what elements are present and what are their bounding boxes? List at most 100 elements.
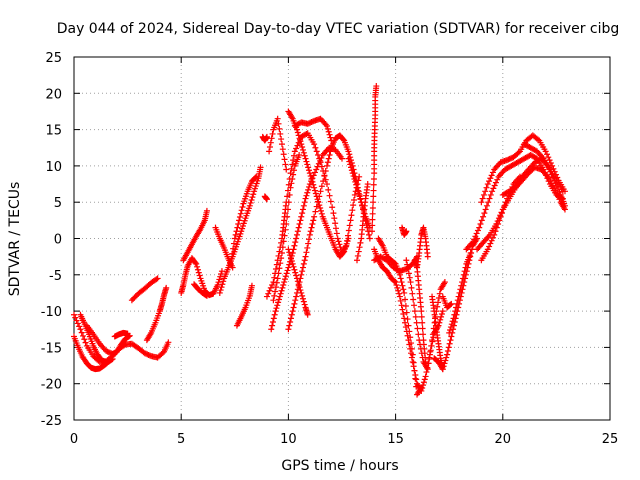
data-point <box>400 286 407 293</box>
data-point <box>405 322 412 329</box>
data-point <box>334 235 341 242</box>
data-point <box>447 337 454 344</box>
data-point <box>402 303 409 310</box>
data-point <box>251 188 258 195</box>
data-point <box>413 383 420 390</box>
data-point <box>402 296 409 303</box>
series-arc-ap <box>499 164 568 213</box>
data-point <box>311 187 318 194</box>
data-point <box>352 178 359 185</box>
data-point <box>194 263 201 270</box>
data-point <box>194 266 201 273</box>
data-point <box>413 376 420 383</box>
data-point <box>480 213 487 220</box>
data-point <box>490 185 497 192</box>
data-point <box>424 366 431 373</box>
data-point <box>472 233 479 240</box>
data-point <box>290 304 297 311</box>
data-point <box>285 326 292 333</box>
data-point <box>397 297 404 304</box>
data-point <box>357 239 364 246</box>
data-point <box>476 224 483 231</box>
data-point <box>326 152 333 159</box>
data-point <box>231 235 238 242</box>
data-point <box>281 156 288 163</box>
data-point <box>291 242 298 249</box>
data-point <box>314 198 321 205</box>
data-point <box>407 334 414 341</box>
data-point <box>494 176 501 183</box>
data-point <box>228 255 235 262</box>
series-arc-b <box>71 333 116 373</box>
data-point <box>315 160 322 167</box>
data-point <box>263 293 270 300</box>
data-point <box>288 258 295 265</box>
data-point <box>491 231 498 238</box>
data-point <box>299 268 306 275</box>
data-point <box>253 173 260 180</box>
series-arc-f <box>128 275 161 304</box>
data-point <box>282 273 289 280</box>
data-point <box>425 360 432 367</box>
data-point <box>373 83 380 90</box>
data-point <box>408 345 415 352</box>
data-point <box>109 356 116 363</box>
data-point <box>305 240 312 247</box>
data-point <box>489 169 496 176</box>
data-point <box>277 130 284 137</box>
data-point <box>444 348 451 355</box>
data-point <box>193 260 200 267</box>
data-point <box>71 311 77 318</box>
data-point <box>483 184 490 191</box>
data-point <box>489 234 496 241</box>
data-point <box>215 279 222 286</box>
data-point <box>411 308 418 315</box>
data-point <box>311 169 318 176</box>
data-point <box>344 238 351 245</box>
data-point <box>479 195 486 202</box>
series-arc-v <box>285 246 311 318</box>
data-point <box>357 196 364 203</box>
data-point <box>322 167 329 174</box>
data-point <box>270 297 277 304</box>
data-point <box>290 171 297 178</box>
data-point <box>286 322 293 329</box>
data-point <box>292 297 299 304</box>
data-point <box>545 154 552 161</box>
data-point <box>295 224 302 231</box>
data-point <box>267 284 274 291</box>
data-point <box>396 293 403 300</box>
data-point <box>267 139 274 146</box>
data-point <box>443 354 450 361</box>
data-point <box>295 282 302 289</box>
data-point <box>395 287 402 294</box>
data-point <box>234 238 241 245</box>
data-point <box>299 292 306 299</box>
data-point <box>445 344 452 351</box>
data-point <box>78 329 85 336</box>
data-point <box>402 319 409 326</box>
data-point <box>280 151 287 158</box>
data-point <box>290 157 297 164</box>
data-point <box>317 207 324 214</box>
data-point <box>356 244 363 251</box>
x-tick-label: 25 <box>602 432 619 447</box>
data-point <box>428 342 435 349</box>
data-point <box>282 226 289 233</box>
data-point <box>516 173 523 180</box>
data-point <box>354 252 361 259</box>
data-point <box>542 148 549 155</box>
data-point <box>339 155 345 162</box>
data-point <box>410 359 417 366</box>
data-point <box>313 166 320 173</box>
data-point <box>504 195 511 202</box>
data-point <box>281 276 288 283</box>
data-point <box>307 173 314 180</box>
data-point <box>285 264 292 271</box>
data-point <box>295 132 302 139</box>
data-point <box>444 351 451 358</box>
data-point <box>304 161 311 168</box>
data-point <box>492 228 499 235</box>
series-arc-t <box>270 152 303 304</box>
data-point <box>268 135 275 142</box>
